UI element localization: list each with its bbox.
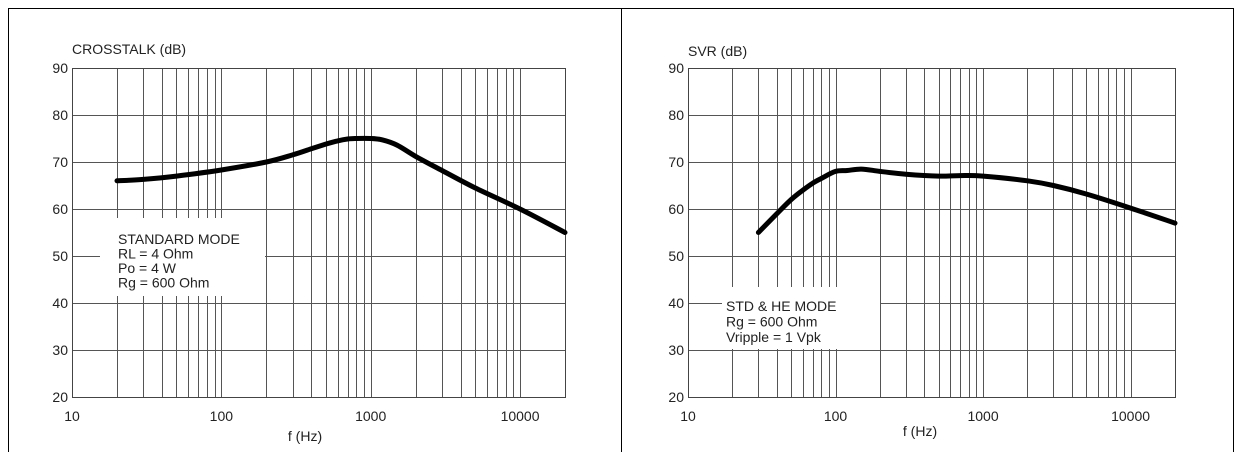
y-tick-label: 30 <box>52 342 68 358</box>
annotation-line: STD & HE MODE <box>726 298 836 314</box>
y-tick-label: 40 <box>52 295 68 311</box>
series-line <box>114 135 568 235</box>
x-tick-label: 100 <box>210 408 234 424</box>
y-tick-label: 20 <box>668 389 684 405</box>
x-tick-label: 1000 <box>355 408 386 424</box>
y-tick-label: 50 <box>668 248 684 264</box>
annotation-line: STANDARD MODE <box>118 231 240 247</box>
y-tick-label: 20 <box>52 389 68 405</box>
svr-chart: 20 30 40 50 60 70 80 90 10 100 1000 10000 SVR (dB) f … <box>668 43 1178 439</box>
x-tick-label: 100 <box>824 408 848 424</box>
y-tick-label: 90 <box>52 60 68 76</box>
y-tick-label: 70 <box>668 154 684 170</box>
y-axis-title: SVR (dB) <box>688 43 747 59</box>
crosstalk-chart: 20 30 40 50 60 70 80 90 10 100 1000 10000 CROSSTALK … <box>52 41 568 444</box>
y-tick-label: 80 <box>52 107 68 123</box>
x-tick-label: 10000 <box>501 408 540 424</box>
annotation-box <box>722 287 880 349</box>
y-tick-label: 60 <box>668 201 684 217</box>
y-tick-label: 30 <box>668 342 684 358</box>
x-tick-label: 10 <box>64 408 80 424</box>
annotation-line: Po = 4 W <box>118 260 177 276</box>
y-tick-label: 70 <box>52 154 68 170</box>
x-axis-title: f (Hz) <box>288 428 322 444</box>
y-tick-label: 80 <box>668 107 684 123</box>
annotation-line: Rg = 600 Ohm <box>726 314 817 330</box>
annotation-line: Rg = 600 Ohm <box>118 275 209 291</box>
series-line <box>755 166 1178 235</box>
annotation-line: Vripple = 1 Vpk <box>726 329 822 345</box>
x-tick-label: 1000 <box>967 408 998 424</box>
x-axis-title: f (Hz) <box>903 423 937 439</box>
cell-border-right <box>621 8 1234 457</box>
annotation-line: RL = 4 Ohm <box>118 246 193 262</box>
x-tick-label: 10000 <box>1111 408 1150 424</box>
y-tick-label: 60 <box>52 201 68 217</box>
y-axis-title: CROSSTALK (dB) <box>72 41 186 57</box>
y-tick-label: 40 <box>668 295 684 311</box>
y-tick-label: 50 <box>52 248 68 264</box>
annotation-box <box>100 218 265 296</box>
plot-frame <box>688 68 1176 398</box>
y-tick-label: 90 <box>668 60 684 76</box>
x-tick-label: 10 <box>680 408 696 424</box>
